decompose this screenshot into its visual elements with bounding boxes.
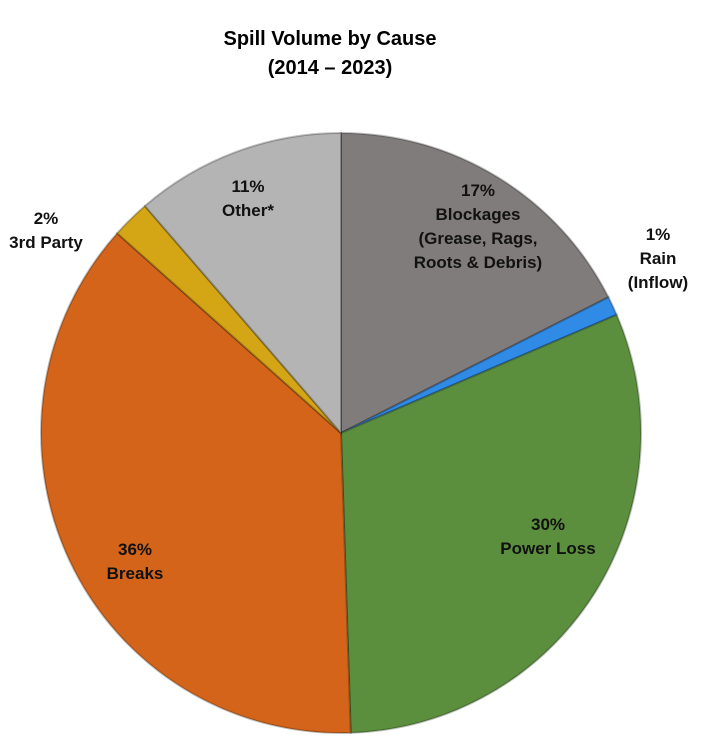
slice-label-line: 11% <box>231 177 264 196</box>
slice-label-line: Blockages <box>435 205 520 224</box>
pie-labels: 17% Blockages (Grease, Rags, Roots & Debris… <box>9 177 688 583</box>
slice-label-line: 2% <box>34 209 59 228</box>
slice-label: 1% Rain (Inflow) <box>628 225 688 292</box>
chart-subtitle: (2014 – 2023) <box>268 57 393 79</box>
slice-label-line: Power Loss <box>500 539 595 558</box>
pie-slices <box>40 131 642 734</box>
slice-label-line: (Inflow) <box>628 273 688 292</box>
slice-label-line: 1% <box>646 225 671 244</box>
slice-label-line: 17% <box>461 181 495 200</box>
pie-slice-3rd-party <box>115 204 342 434</box>
slice-label: 11% Other* <box>222 177 274 220</box>
slice-label-line: 3rd Party <box>9 233 83 252</box>
slice-label-line: 36% <box>118 540 152 559</box>
slice-label: 2% 3rd Party <box>9 209 83 252</box>
slice-label-line: 30% <box>531 515 565 534</box>
pie-slice-power-loss <box>339 313 642 734</box>
chart-title: Spill Volume by Cause <box>223 28 436 50</box>
slice-label-line: (Grease, Rags, <box>418 229 537 248</box>
slice-label: 17% Blockages (Grease, Rags, Roots & Debris… <box>414 181 542 272</box>
slice-label: 36% Breaks <box>107 540 164 583</box>
pie-slice-other <box>143 131 342 436</box>
pie-slice-breaks <box>40 231 352 734</box>
slice-label-line: Rain <box>640 249 677 268</box>
slice-label-line: Other* <box>222 201 274 220</box>
slice-label-line: Breaks <box>107 564 164 583</box>
pie-slice-rain-inflow <box>340 295 619 434</box>
slice-label-line: Roots & Debris) <box>414 253 542 272</box>
pie-slice-blockages-grease-rags-roots-debris <box>340 131 610 435</box>
slice-label: 30% Power Loss <box>500 515 595 558</box>
